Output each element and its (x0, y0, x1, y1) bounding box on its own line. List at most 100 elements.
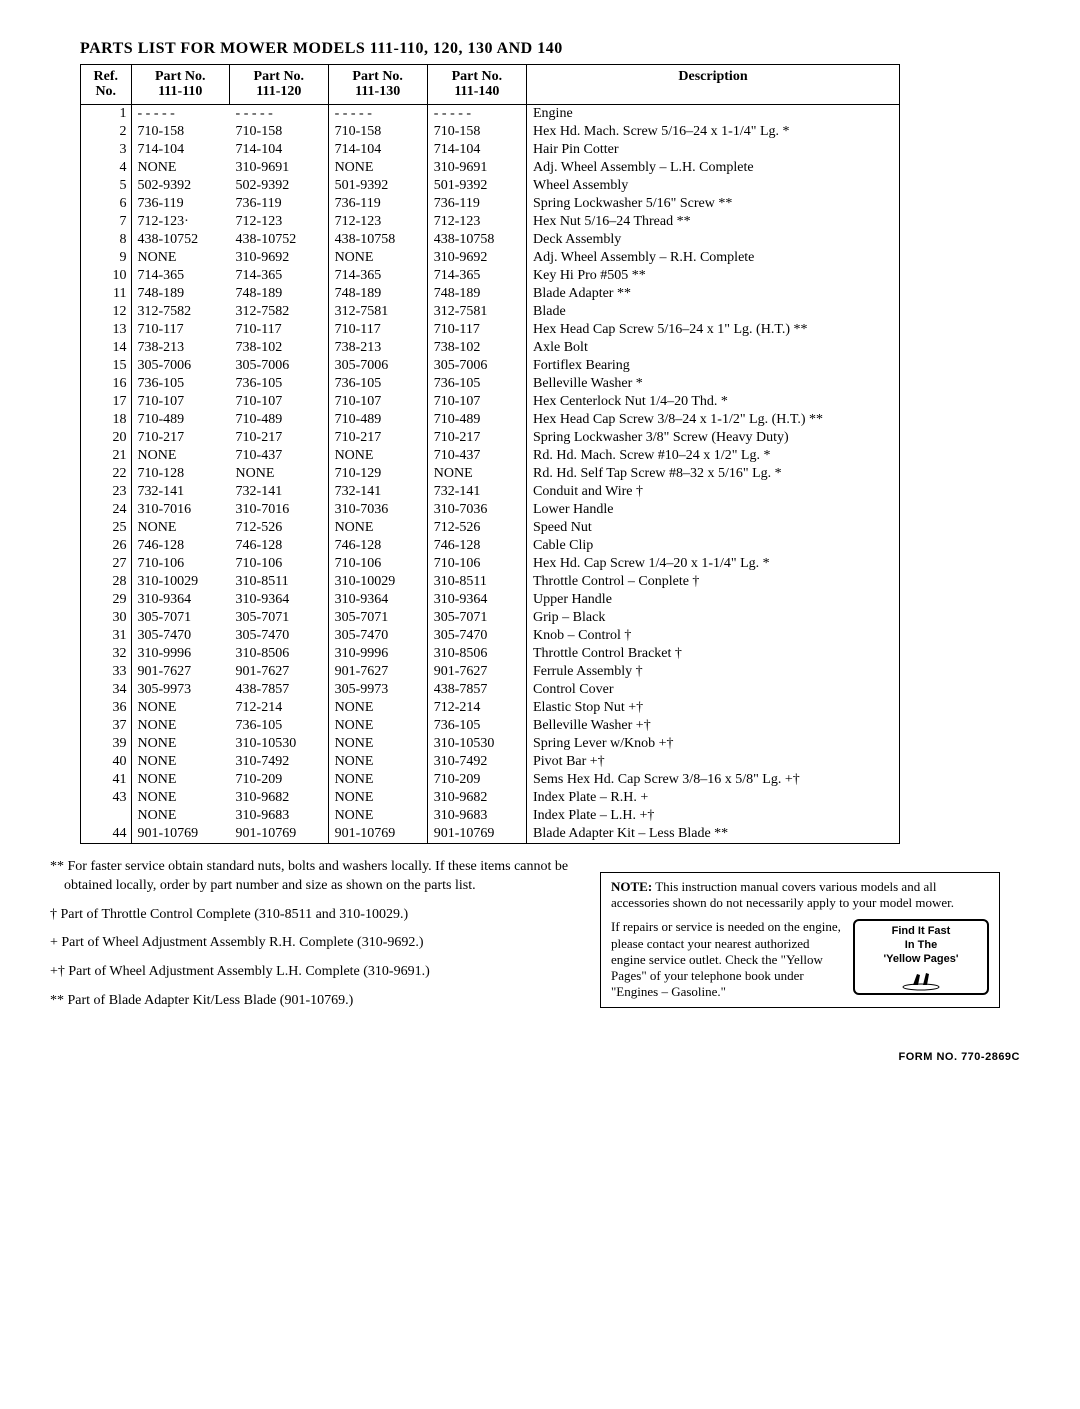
note-box: NOTE: This instruction manual covers var… (600, 872, 1000, 1008)
cell-140: 901-10769 (427, 825, 526, 844)
cell-ref: 14 (81, 339, 132, 357)
table-row: 32310-9996310-8506310-9996310-8506Thrott… (81, 645, 900, 663)
cell-130: NONE (328, 159, 427, 177)
cell-110: NONE (131, 771, 230, 789)
cell-desc: Hex Hd. Cap Screw 1/4–20 x 1-1/4" Lg. * (527, 555, 900, 573)
cell-110: 710-158 (131, 123, 230, 141)
in-the: In The (861, 939, 981, 953)
cell-140: 710-158 (427, 123, 526, 141)
cell-140: 310-8511 (427, 573, 526, 591)
cell-ref: 6 (81, 195, 132, 213)
cell-120: 312-7582 (230, 303, 329, 321)
form-number: FORM NO. 770-2869C (50, 1051, 1020, 1063)
cell-120: 712-214 (230, 699, 329, 717)
cell-110: 305-9973 (131, 681, 230, 699)
cell-desc: Index Plate – R.H. + (527, 789, 900, 807)
cell-140: 712-214 (427, 699, 526, 717)
table-row: 34305-9973438-7857305-9973438-7857Contro… (81, 681, 900, 699)
cell-ref: 29 (81, 591, 132, 609)
cell-140: - - - - - (427, 104, 526, 123)
cell-140: 305-7071 (427, 609, 526, 627)
table-row: 15305-7006305-7006305-7006305-7006Fortif… (81, 357, 900, 375)
cell-ref: 33 (81, 663, 132, 681)
cell-140: 710-117 (427, 321, 526, 339)
cell-130: 305-7071 (328, 609, 427, 627)
cell-desc: Deck Assembly (527, 231, 900, 249)
cell-110: 438-10752 (131, 231, 230, 249)
cell-120: 736-105 (230, 375, 329, 393)
cell-ref: 36 (81, 699, 132, 717)
cell-110: 714-104 (131, 141, 230, 159)
cell-ref: 21 (81, 447, 132, 465)
yellow-pages-box: Find It Fast In The 'Yellow Pages' (853, 919, 989, 994)
cell-ref: 32 (81, 645, 132, 663)
table-row: 25NONE712-526NONE712-526Speed Nut (81, 519, 900, 537)
cell-ref: 26 (81, 537, 132, 555)
cell-desc: Cable Clip (527, 537, 900, 555)
cell-desc: Speed Nut (527, 519, 900, 537)
cell-120: 714-365 (230, 267, 329, 285)
cell-130: NONE (328, 447, 427, 465)
cell-120: 502-9392 (230, 177, 329, 195)
cell-120: 305-7470 (230, 627, 329, 645)
cell-desc: Engine (527, 104, 900, 123)
cell-130: 310-7036 (328, 501, 427, 519)
cell-120: 438-7857 (230, 681, 329, 699)
col-ref: Ref.No. (81, 65, 132, 105)
cell-130: - - - - - (328, 104, 427, 123)
cell-120: 310-9691 (230, 159, 329, 177)
cell-ref: 15 (81, 357, 132, 375)
cell-120: NONE (230, 465, 329, 483)
cell-140: 710-106 (427, 555, 526, 573)
cell-120: 712-123 (230, 213, 329, 231)
cell-120: 310-8511 (230, 573, 329, 591)
cell-desc: Grip – Black (527, 609, 900, 627)
cell-120: 310-9364 (230, 591, 329, 609)
cell-130: NONE (328, 771, 427, 789)
cell-140: 438-10758 (427, 231, 526, 249)
cell-ref: 7 (81, 213, 132, 231)
cell-120: 310-7492 (230, 753, 329, 771)
cell-ref: 23 (81, 483, 132, 501)
cell-ref: 8 (81, 231, 132, 249)
cell-110: 312-7582 (131, 303, 230, 321)
cell-130: 710-158 (328, 123, 427, 141)
table-row: 24310-7016310-7016310-7036310-7036Lower … (81, 501, 900, 519)
cell-ref: 2 (81, 123, 132, 141)
cell-ref: 16 (81, 375, 132, 393)
note-upper: NOTE: This instruction manual covers var… (611, 879, 989, 912)
cell-140: 305-7006 (427, 357, 526, 375)
table-row: 36NONE712-214NONE712-214Elastic Stop Nut… (81, 699, 900, 717)
cell-110: 736-105 (131, 375, 230, 393)
cell-140: 438-7857 (427, 681, 526, 699)
cell-110: 502-9392 (131, 177, 230, 195)
cell-110: 738-213 (131, 339, 230, 357)
cell-ref: 43 (81, 789, 132, 807)
cell-desc: Elastic Stop Nut +† (527, 699, 900, 717)
cell-140: 310-9691 (427, 159, 526, 177)
cell-140: 310-8506 (427, 645, 526, 663)
cell-ref: 22 (81, 465, 132, 483)
table-row: 39NONE310-10530NONE310-10530Spring Lever… (81, 735, 900, 753)
parts-table: Ref.No. Part No.111-110 Part No.111-120 … (80, 64, 900, 844)
cell-ref: 4 (81, 159, 132, 177)
cell-110: 732-141 (131, 483, 230, 501)
cell-120: 901-7627 (230, 663, 329, 681)
cell-desc: Blade Adapter Kit – Less Blade ** (527, 825, 900, 844)
cell-ref: 37 (81, 717, 132, 735)
cell-ref: 44 (81, 825, 132, 844)
cell-140: 738-102 (427, 339, 526, 357)
cell-120: 305-7006 (230, 357, 329, 375)
cell-140: 746-128 (427, 537, 526, 555)
table-body: 1- - - - -- - - - -- - - - -- - - - -Eng… (81, 104, 900, 843)
cell-ref: 28 (81, 573, 132, 591)
cell-ref: 25 (81, 519, 132, 537)
cell-desc: Throttle Control Bracket † (527, 645, 900, 663)
cell-ref: 30 (81, 609, 132, 627)
cell-130: NONE (328, 699, 427, 717)
cell-130: 714-104 (328, 141, 427, 159)
cell-110: 712-123· (131, 213, 230, 231)
footnote-5: ** Part of Blade Adapter Kit/Less Blade … (50, 992, 570, 1011)
cell-110: 305-7470 (131, 627, 230, 645)
table-row: 8438-10752438-10752438-10758438-10758Dec… (81, 231, 900, 249)
